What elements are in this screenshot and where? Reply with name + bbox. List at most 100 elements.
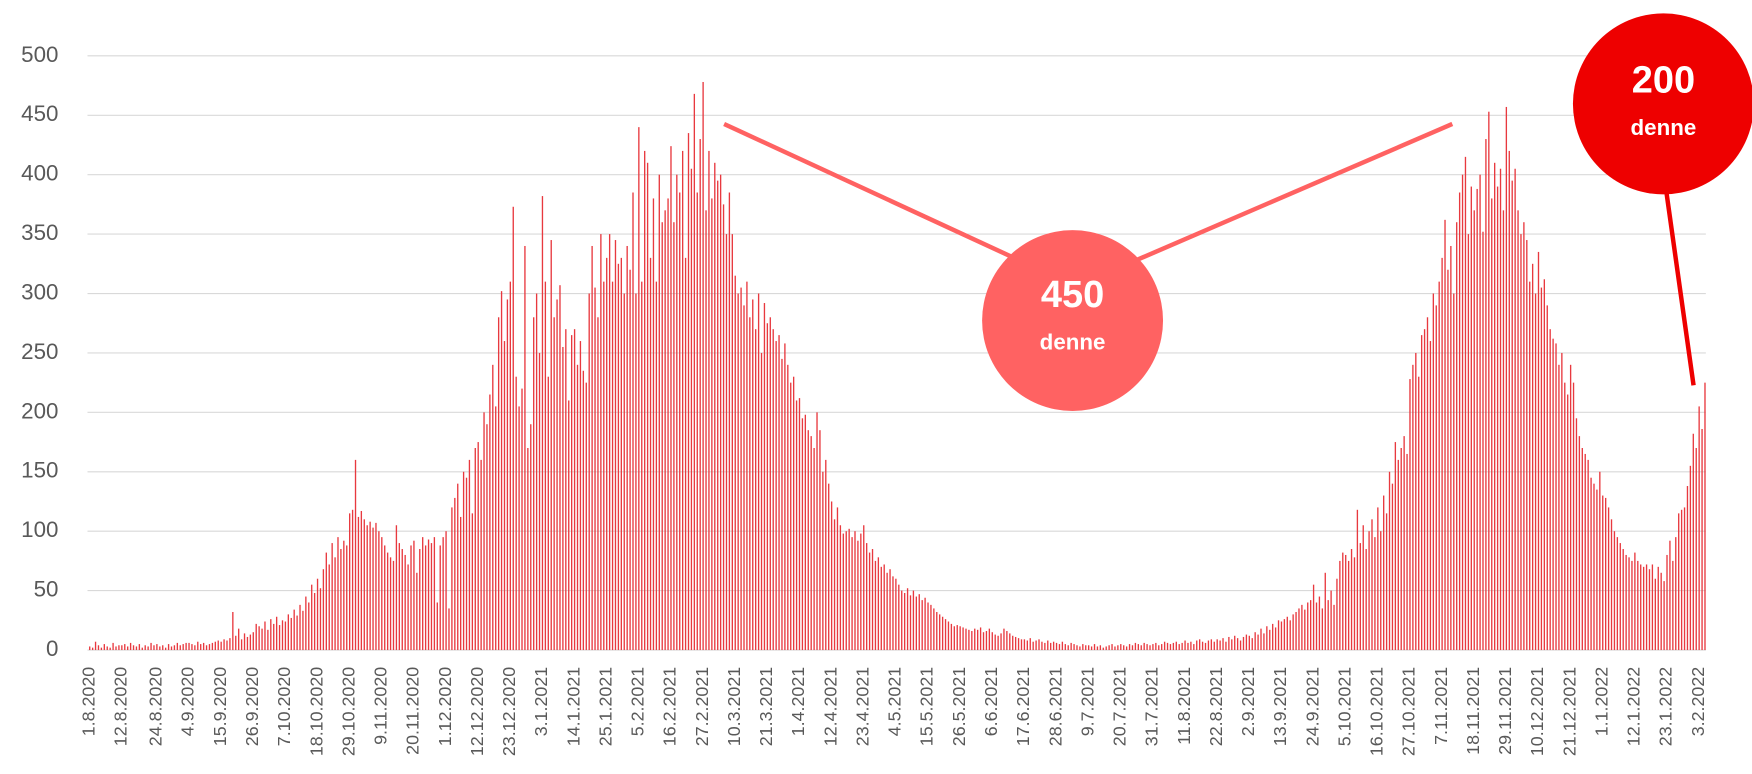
bar (413, 540, 415, 651)
bar (1207, 640, 1210, 651)
bar (792, 376, 795, 651)
bar (164, 647, 167, 651)
bar (725, 234, 728, 651)
bar (398, 543, 401, 651)
bar (465, 477, 468, 651)
bar (1686, 486, 1689, 651)
bar (1204, 642, 1207, 651)
bar (1178, 644, 1180, 651)
bar (1415, 352, 1417, 651)
bar (480, 459, 482, 651)
bar (1172, 642, 1175, 651)
bar (366, 525, 368, 651)
x-tick-label: 15.9.2020 (210, 667, 230, 747)
bar (731, 234, 733, 651)
y-tick-label: 350 (21, 220, 58, 245)
bar (474, 448, 476, 651)
bar (375, 522, 377, 651)
bar (755, 329, 757, 651)
annotation-text: denne (1631, 115, 1697, 140)
bar (360, 510, 363, 651)
bar (950, 623, 953, 651)
bar (316, 578, 319, 651)
bar (538, 352, 541, 651)
bar (1274, 627, 1277, 651)
bar (1304, 609, 1306, 651)
bar (562, 346, 564, 651)
x-tick-label: 4.5.2021 (885, 667, 905, 737)
bar (974, 628, 976, 651)
bar (530, 424, 532, 651)
bar (1014, 636, 1017, 651)
bar (1496, 186, 1499, 651)
bar (91, 647, 94, 651)
bar (1193, 644, 1195, 651)
bar (1353, 557, 1356, 651)
bar (617, 263, 620, 651)
bar (1272, 623, 1274, 651)
x-tick-label: 14.1.2021 (563, 667, 583, 747)
bar (518, 406, 520, 651)
bar (1388, 471, 1391, 651)
bar (1561, 352, 1563, 651)
x-tick-label: 1.8.2020 (78, 667, 98, 737)
bar (1318, 596, 1321, 651)
bar (1473, 210, 1475, 651)
bar (1266, 626, 1268, 651)
bar (1161, 644, 1163, 651)
x-tick-label: 18.10.2020 (306, 667, 326, 756)
bar (486, 424, 488, 651)
bar (1342, 552, 1344, 651)
bar (267, 629, 269, 651)
bar (349, 513, 351, 651)
x-tick-label: 27.10.2021 (1399, 667, 1419, 756)
bar (655, 281, 658, 651)
bar (629, 269, 631, 651)
bar (1120, 644, 1122, 651)
bar (460, 516, 462, 651)
bar (1610, 519, 1613, 651)
bar (1003, 628, 1005, 651)
bar (191, 644, 193, 651)
bar (1555, 343, 1557, 651)
bar (1488, 111, 1490, 651)
bar (1085, 645, 1087, 651)
bar (299, 604, 301, 651)
bar (156, 644, 158, 651)
x-tick-label: 7.10.2020 (274, 667, 294, 747)
bar (503, 341, 506, 651)
bar (1012, 635, 1014, 651)
bar (1587, 459, 1589, 651)
bar (801, 418, 804, 651)
bar (1283, 619, 1286, 651)
bar (649, 257, 652, 651)
bar (1277, 620, 1280, 651)
y-tick-label: 100 (21, 517, 58, 542)
x-tick-label: 23.4.2021 (852, 667, 872, 747)
bar (1187, 642, 1189, 651)
bar (608, 234, 611, 651)
bar (947, 621, 950, 651)
y-tick-label: 150 (21, 458, 58, 483)
bar (384, 545, 386, 651)
bar (153, 645, 155, 651)
bar (997, 635, 999, 651)
bar (851, 537, 853, 651)
bar (419, 549, 421, 651)
x-tick-label: 27.2.2021 (692, 667, 712, 747)
bar (1508, 150, 1510, 651)
bar (939, 614, 941, 651)
bar (1058, 644, 1061, 651)
bar (1491, 198, 1493, 651)
bar (296, 615, 298, 651)
bar (392, 560, 395, 651)
bar (1309, 600, 1312, 651)
bar (319, 588, 322, 651)
bar (1584, 453, 1586, 651)
x-tick-label: 11.8.2021 (1174, 667, 1194, 745)
bar (760, 352, 763, 651)
bar (214, 641, 216, 651)
bar (527, 448, 529, 651)
bar (1502, 210, 1505, 651)
bar (1286, 616, 1288, 651)
